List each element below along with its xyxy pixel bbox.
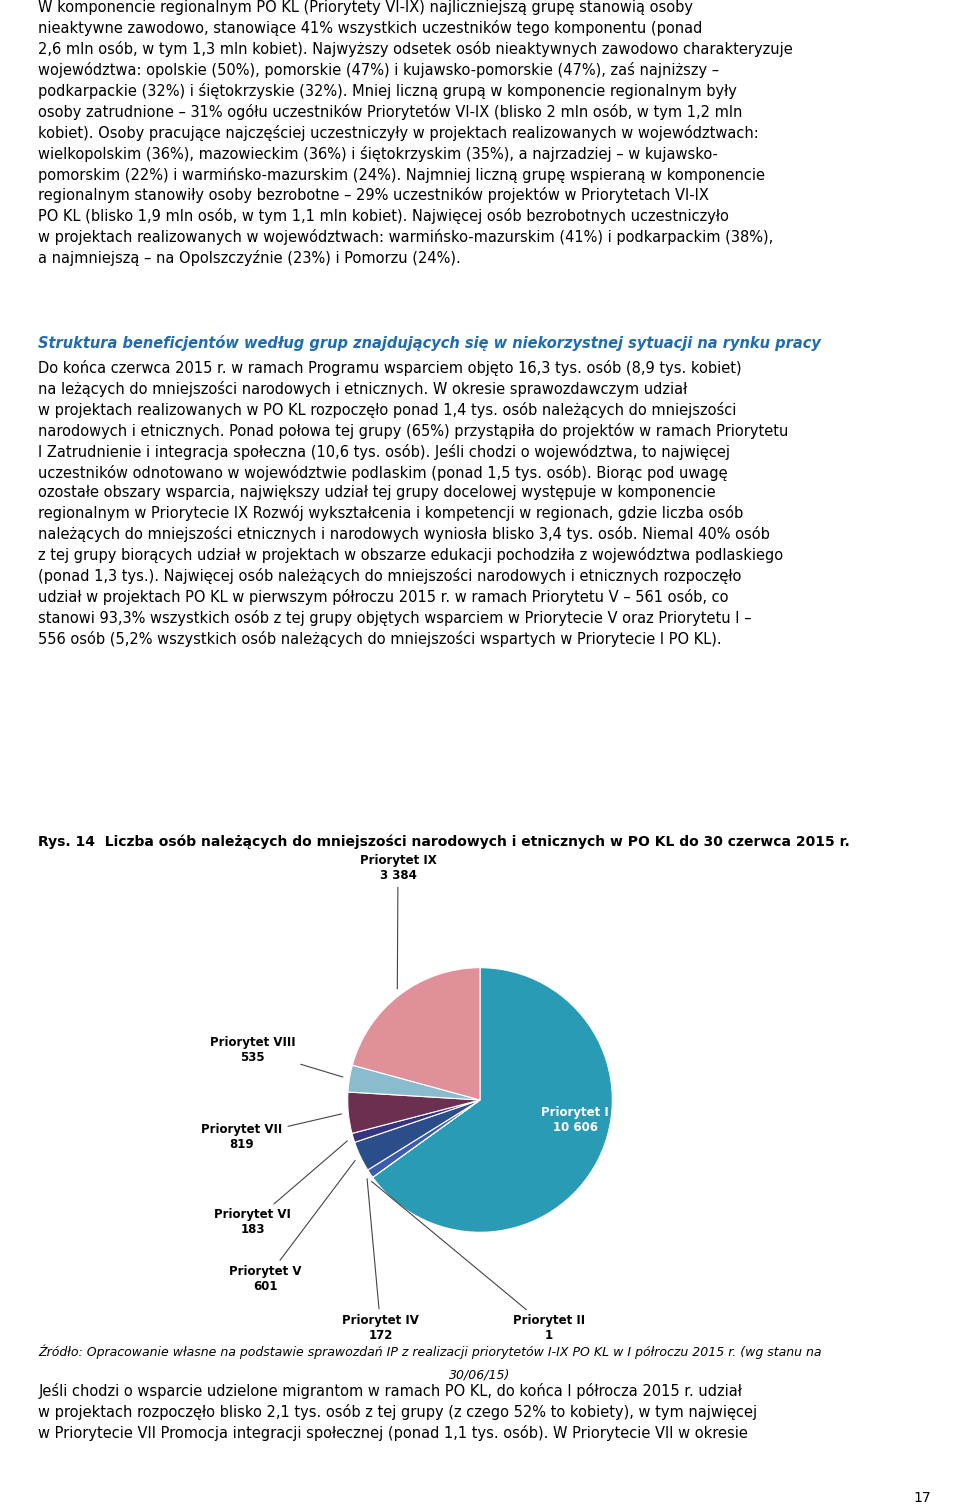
Text: Priorytet V
601: Priorytet V 601 [229,1161,355,1293]
Text: 30/06/15): 30/06/15) [449,1368,511,1382]
Text: Jeśli chodzi o wsparcie udzielone migrantom w ramach PO KL, do końca I półrocza : Jeśli chodzi o wsparcie udzielone migran… [38,1383,757,1441]
Text: Źródło: Opracowanie własne na podstawie sprawozdań IP z realizacji priorytetów I: Źródło: Opracowanie własne na podstawie … [38,1346,822,1359]
Wedge shape [372,968,612,1232]
Text: Priorytet IX
3 384: Priorytet IX 3 384 [360,854,437,989]
Text: 17: 17 [914,1491,931,1506]
Text: W komponencie regionalnym PO KL (Priorytety VI-IX) najliczniejszą grupę stanowią: W komponencie regionalnym PO KL (Prioryt… [38,0,793,266]
Text: Priorytet VII
819: Priorytet VII 819 [202,1114,342,1151]
Text: Priorytet IV
172: Priorytet IV 172 [343,1179,420,1343]
Wedge shape [352,968,480,1101]
Wedge shape [372,1101,480,1178]
Wedge shape [352,1101,480,1143]
Text: Priorytet VI
183: Priorytet VI 183 [214,1142,348,1237]
Wedge shape [348,1064,480,1101]
Text: Struktura beneficjentów według grup znajdujących się w niekorzystnej sytuacji na: Struktura beneficjentów według grup znaj… [38,336,821,351]
Text: Priorytet I
10 606: Priorytet I 10 606 [541,1105,610,1134]
Wedge shape [348,1092,480,1134]
Wedge shape [368,1101,480,1178]
Text: Priorytet II
1: Priorytet II 1 [372,1181,585,1343]
Text: Priorytet VIII
535: Priorytet VIII 535 [209,1036,343,1077]
Text: Rys. 14  Liczba osób należących do mniejszości narodowych i etnicznych w PO KL d: Rys. 14 Liczba osób należących do mniejs… [38,835,851,848]
Wedge shape [354,1101,480,1170]
Text: Do końca czerwca 2015 r. w ramach Programu wsparciem objęto 16,3 tys. osób (8,9 : Do końca czerwca 2015 r. w ramach Progra… [38,360,789,647]
